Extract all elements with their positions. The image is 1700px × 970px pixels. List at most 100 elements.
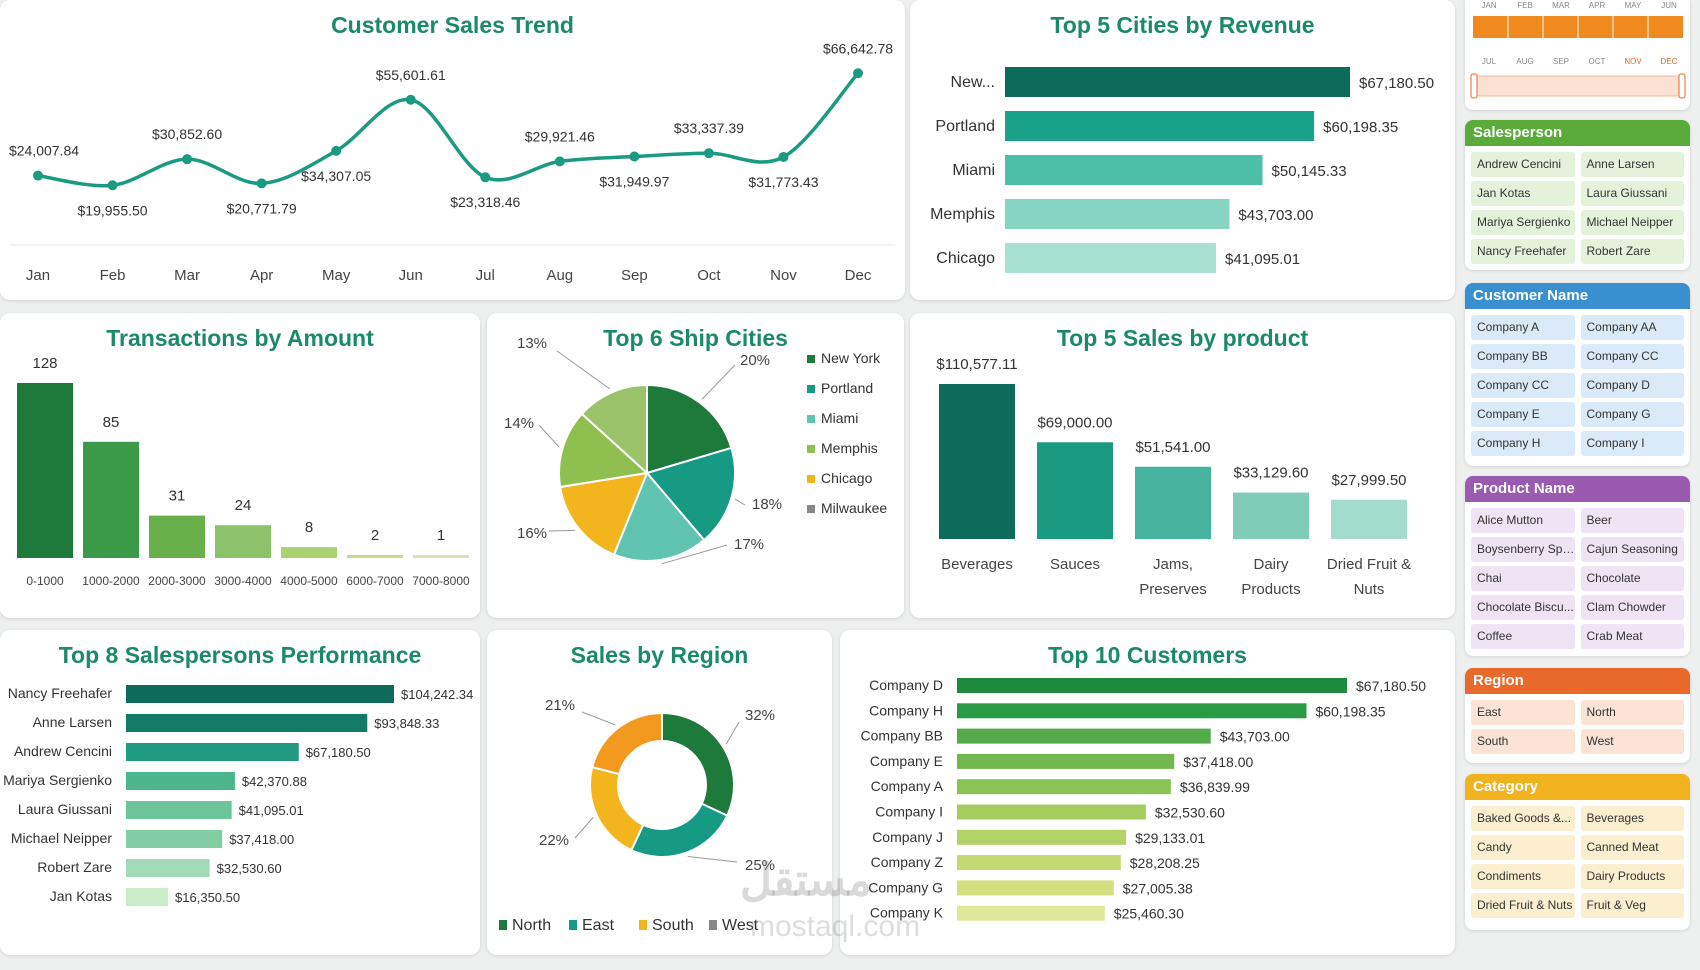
customers-bar xyxy=(957,855,1121,871)
transactions-bar xyxy=(413,555,469,558)
timeline-month-label: SEP xyxy=(1553,57,1569,66)
customer-slicer-item[interactable]: Company CC xyxy=(1471,373,1575,398)
salesperson-slicer-items: Andrew Cencini Anne Larsen Jan Kotas Laura … xyxy=(1465,146,1690,270)
product-slicer-item[interactable]: Cajun Seasoning xyxy=(1580,537,1684,562)
ship-cities-slice xyxy=(558,471,649,556)
salespersons-category: Robert Zare xyxy=(37,859,112,875)
category-slicer-item[interactable]: Fruit & Veg xyxy=(1580,893,1684,918)
salesperson-slicer-item[interactable]: Nancy Freehafer xyxy=(1471,239,1575,264)
customer-slicer-item[interactable]: Company I xyxy=(1580,431,1684,456)
sales-trend-x-tick: Dec xyxy=(845,267,872,284)
region-leader-line xyxy=(725,721,740,745)
customers-data-label: $60,198.35 xyxy=(1315,703,1385,719)
customer-slicer-item[interactable]: Company AA xyxy=(1580,315,1684,340)
sales-trend-point xyxy=(703,148,714,159)
category-slicer-item[interactable]: Dairy Products xyxy=(1580,864,1684,889)
salesperson-slicer-item[interactable]: Laura Giussani xyxy=(1580,181,1684,206)
sales-trend-x-tick: Apr xyxy=(250,267,273,284)
category-slicer-item[interactable]: Beverages xyxy=(1580,806,1684,831)
region-legend-label: North xyxy=(512,917,551,934)
salesperson-slicer-item[interactable]: Michael Neipper xyxy=(1580,210,1684,235)
salespersons-bar xyxy=(126,685,394,703)
region-slice xyxy=(589,765,645,852)
salesperson-slicer-item[interactable]: Mariya Sergienko xyxy=(1471,210,1575,235)
ship-cities-slice xyxy=(612,471,706,562)
region-slicer-item[interactable]: West xyxy=(1580,729,1684,754)
product-slicer-item[interactable]: Chai xyxy=(1471,566,1575,591)
category-slicer-item[interactable]: Canned Meat xyxy=(1580,835,1684,860)
customer-slicer-item[interactable]: Company D xyxy=(1580,373,1684,398)
timeline-month-label: NOV xyxy=(1624,57,1642,66)
region-slicer-item[interactable]: East xyxy=(1471,700,1575,725)
customer-slicer-item[interactable]: Company H xyxy=(1471,431,1575,456)
transactions-data-label: 2 xyxy=(371,527,379,544)
products-bar xyxy=(1233,492,1309,539)
products-x-tick: Dried Fruit & xyxy=(1327,556,1411,573)
sales-trend-x-tick: Aug xyxy=(546,267,573,284)
products-x-tick: Nuts xyxy=(1354,581,1385,598)
salespersons-panel: Top 8 Salespersons Performance Nancy Fre… xyxy=(0,630,480,955)
category-slicer-item[interactable]: Dried Fruit & Nuts xyxy=(1471,893,1575,918)
transactions-bar xyxy=(83,441,139,558)
customer-slicer-item[interactable]: Company G xyxy=(1580,402,1684,427)
customers-category: Company I xyxy=(875,804,943,820)
ship-cities-slice xyxy=(646,383,733,475)
sales-trend-data-label: $31,949.97 xyxy=(599,174,669,190)
product-slicer-item[interactable]: Coffee xyxy=(1471,624,1575,649)
top-cities-category: Memphis xyxy=(930,206,995,223)
category-slicer-item[interactable]: Candy xyxy=(1471,835,1575,860)
ship-cities-slice xyxy=(645,446,736,542)
customers-bar xyxy=(957,703,1307,719)
product-slicer-item[interactable]: Boysenberry Spre... xyxy=(1471,537,1575,562)
category-slicer-item[interactable]: Condiments xyxy=(1471,864,1575,889)
timeline-month-label: OCT xyxy=(1589,57,1606,66)
ship-cities-leader-line xyxy=(661,544,728,565)
transactions-data-label: 128 xyxy=(32,355,57,372)
transactions-x-tick: 7000-8000 xyxy=(412,574,470,588)
customer-slicer-item[interactable]: Company BB xyxy=(1471,344,1575,369)
customers-panel: Top 10 Customers Company D $67,180.50 Comp… xyxy=(840,630,1455,955)
customer-slicer-item[interactable]: Company CC xyxy=(1580,344,1684,369)
product-slicer-item[interactable]: Clam Chowder xyxy=(1580,595,1684,620)
products-panel: Top 5 Sales by product $110,577.11 Bevera… xyxy=(910,313,1455,618)
timeline-month-label: JAN xyxy=(1481,1,1496,10)
customers-category: Company G xyxy=(868,879,943,895)
top-cities-data-label: $43,703.00 xyxy=(1238,207,1313,224)
ship-cities-leader-line xyxy=(556,350,611,390)
salesperson-slicer-item[interactable]: Anne Larsen xyxy=(1580,152,1684,177)
salesperson-slicer-item[interactable]: Andrew Cencini xyxy=(1471,152,1575,177)
sales-trend-data-label: $24,007.84 xyxy=(9,143,79,159)
ship-cities-legend-label: New York xyxy=(821,350,881,366)
customers-data-label: $32,530.60 xyxy=(1155,805,1225,821)
product-slicer-item[interactable]: Beer xyxy=(1580,508,1684,533)
customers-bar xyxy=(957,779,1171,795)
product-slicer-item[interactable]: Crab Meat xyxy=(1580,624,1684,649)
salesperson-slicer-item[interactable]: Robert Zare xyxy=(1580,239,1684,264)
sales-trend-chart: $24,007.84 Jan $19,955.50 Feb $30,852.60 Mar $… xyxy=(9,40,895,284)
salespersons-data-label: $41,095.01 xyxy=(239,803,304,818)
sales-trend-x-tick: Jul xyxy=(476,267,495,284)
transactions-data-label: 24 xyxy=(235,497,252,514)
ship-cities-legend-label: Chicago xyxy=(821,470,873,486)
sales-trend-x-tick: May xyxy=(322,267,351,284)
product-slicer-item[interactable]: Chocolate xyxy=(1580,566,1684,591)
transactions-data-label: 8 xyxy=(305,519,313,536)
timeline-month-label: JUN xyxy=(1661,1,1677,10)
salespersons-category: Andrew Cencini xyxy=(14,743,112,759)
salesperson-slicer-item[interactable]: Jan Kotas xyxy=(1471,181,1575,206)
salespersons-chart: Nancy Freehafer $104,242.34 Anne Larsen $93… xyxy=(3,685,473,906)
salespersons-category: Jan Kotas xyxy=(50,888,112,904)
customer-slicer-item[interactable]: Company E xyxy=(1471,402,1575,427)
region-slicer-item[interactable]: South xyxy=(1471,729,1575,754)
product-slicer-item[interactable]: Chocolate Biscu... xyxy=(1471,595,1575,620)
customer-slicer-item[interactable]: Company A xyxy=(1471,315,1575,340)
product-slicer-item[interactable]: Alice Mutton xyxy=(1471,508,1575,533)
category-slicer-item[interactable]: Baked Goods &... xyxy=(1471,806,1575,831)
region-slice xyxy=(630,802,729,858)
region-slicer: Region East North South West xyxy=(1465,668,1690,763)
products-bar xyxy=(1037,442,1113,539)
month-timeline[interactable]: JAN FEB MAR APR MAY JUN JUL AUG SEP OCT NOV DEC xyxy=(1465,0,1690,110)
timeline-month-label: AUG xyxy=(1516,57,1533,66)
region-legend-swatch xyxy=(499,920,507,930)
region-slicer-item[interactable]: North xyxy=(1580,700,1684,725)
